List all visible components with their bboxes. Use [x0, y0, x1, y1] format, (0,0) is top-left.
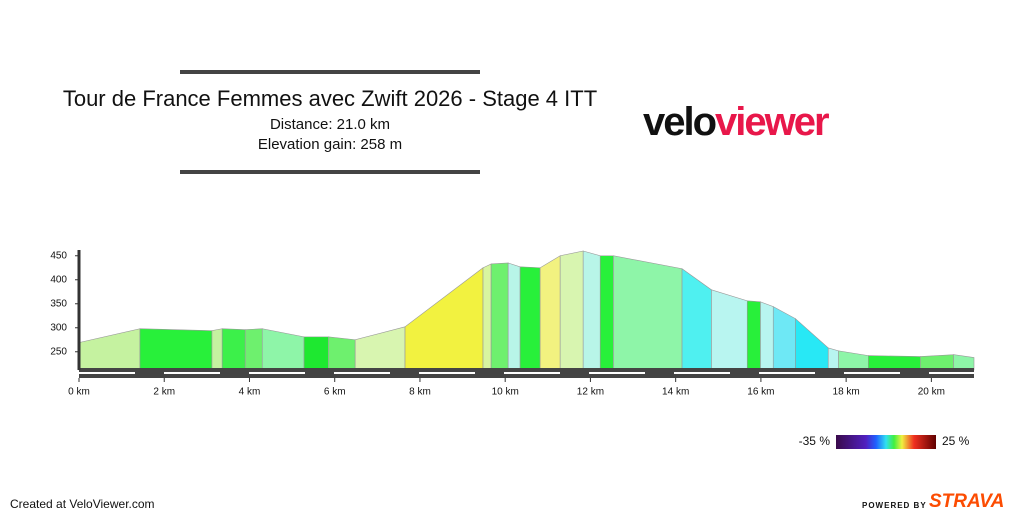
profile-segment: [482, 263, 492, 371]
y-tick-label: 300: [50, 322, 67, 333]
x-tick-label: 16 km: [747, 387, 774, 398]
x-tick-label: 14 km: [662, 387, 689, 398]
profile-segment: [838, 350, 869, 371]
gradient-legend: [836, 435, 936, 449]
powered-by: POWERED BY: [862, 501, 927, 510]
profile-segment: [868, 355, 921, 371]
profile-segment: [795, 317, 829, 371]
profile-segment: [711, 289, 748, 371]
y-tick-label: 350: [50, 298, 67, 309]
x-tick-label: 8 km: [409, 387, 431, 398]
strava-logo: STRAVA: [929, 491, 1004, 512]
profile-segment: [599, 255, 614, 371]
x-tick-label: 4 km: [239, 387, 261, 398]
x-tick-label: 12 km: [577, 387, 604, 398]
x-tick-label: 18 km: [833, 387, 860, 398]
profile-segment: [953, 354, 975, 371]
y-tick-label: 400: [50, 274, 67, 285]
profile-segment: [490, 262, 509, 371]
logo-part: velo: [643, 100, 716, 144]
profile-segment: [221, 328, 246, 371]
profile-segment: [539, 255, 561, 371]
profile-segment: [827, 347, 839, 371]
x-tick-label: 20 km: [918, 387, 945, 398]
logo-part: viewer: [715, 100, 829, 144]
footer-left: Created at VeloViewer.com: [10, 497, 155, 511]
profile-segment: [139, 328, 213, 371]
x-tick-label: 2 km: [153, 387, 175, 398]
y-tick-label: 450: [50, 250, 67, 261]
profile-segment: [919, 354, 954, 371]
profile-segment: [519, 266, 541, 371]
profile-segment: [681, 268, 712, 371]
profile-segment: [211, 328, 223, 371]
profile-segment: [261, 328, 305, 371]
profile-segment: [244, 328, 263, 371]
profile-segment: [303, 336, 329, 371]
rule: [180, 70, 480, 74]
profile-segment: [760, 301, 774, 371]
profile-segment: [772, 306, 796, 371]
profile-segment: [559, 250, 584, 371]
x-tick-label: 6 km: [324, 387, 346, 398]
rule: [180, 170, 480, 174]
profile-segment: [582, 250, 601, 371]
logo: veloviewer: [643, 100, 829, 144]
subtitle: Distance: 21.0 km: [270, 116, 390, 133]
subtitle: Elevation gain: 258 m: [258, 136, 402, 153]
y-tick-label: 250: [50, 346, 67, 357]
profile-segment: [613, 255, 683, 371]
profile-segment: [328, 336, 356, 371]
profile-segment: [404, 267, 484, 371]
legend-max: 25 %: [942, 434, 970, 448]
x-tick-label: 10 km: [492, 387, 519, 398]
profile-segment: [354, 326, 406, 371]
profile-segment: [746, 300, 761, 371]
x-tick-label: 0 km: [68, 387, 90, 398]
profile-segment: [507, 262, 521, 371]
legend-min: -35 %: [799, 434, 831, 448]
profile-segment: [78, 328, 141, 371]
chart-title: Tour de France Femmes avec Zwift 2026 - …: [63, 86, 597, 111]
